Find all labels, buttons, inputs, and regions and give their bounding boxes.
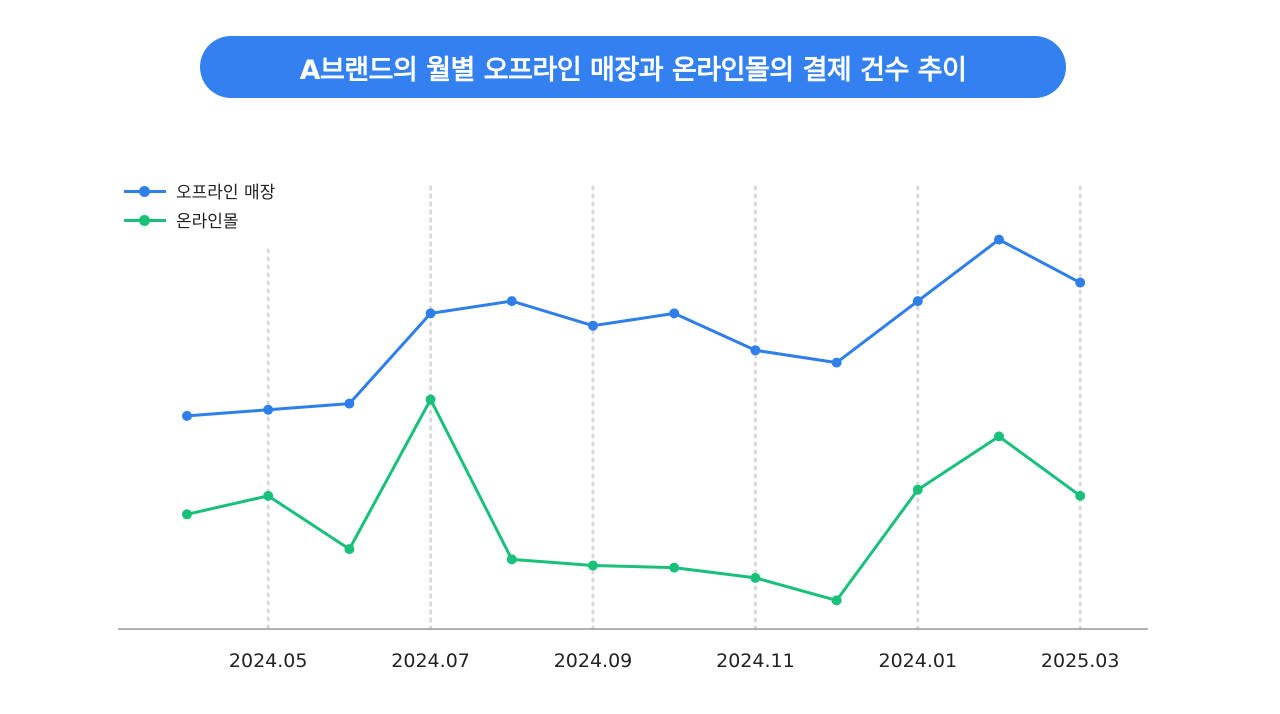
data-point-online[interactable] <box>750 572 761 583</box>
data-point-offline[interactable] <box>1075 277 1086 288</box>
x-tick-label: 2024.07 <box>391 650 470 672</box>
data-point-offline[interactable] <box>669 308 680 319</box>
data-point-offline[interactable] <box>994 234 1004 245</box>
data-point-offline[interactable] <box>912 296 923 307</box>
series-offline <box>182 234 1086 421</box>
data-point-online[interactable] <box>506 554 517 565</box>
data-point-offline[interactable] <box>588 320 598 331</box>
legend-swatch-offline <box>124 184 166 198</box>
data-point-online[interactable] <box>263 490 274 501</box>
x-tick-label: 2024.05 <box>229 650 308 672</box>
legend-item-offline[interactable]: 오프라인 매장 <box>124 176 275 205</box>
x-tick-label: 2024.01 <box>879 650 958 672</box>
data-point-offline[interactable] <box>425 308 436 319</box>
series-line-online <box>186 398 1082 602</box>
data-point-online[interactable] <box>588 560 598 571</box>
data-point-online[interactable] <box>912 484 923 495</box>
legend-label-offline: 오프라인 매장 <box>176 183 276 203</box>
series-line-offline <box>186 238 1081 418</box>
data-point-online[interactable] <box>1075 490 1086 501</box>
legend: 오프라인 매장 온라인몰 <box>124 176 275 234</box>
series-lines <box>182 234 1086 606</box>
data-point-online[interactable] <box>669 562 680 573</box>
data-point-offline[interactable] <box>182 410 192 421</box>
series-online <box>182 394 1086 606</box>
grid-lines <box>266 185 1082 631</box>
x-tick-label: 2024.11 <box>716 650 795 672</box>
data-point-offline[interactable] <box>750 345 761 356</box>
legend-label-online: 온라인몰 <box>176 212 239 232</box>
x-tick-labels: 2024.05 2024.07 2024.09 2024.11 2024.01 2025.… <box>229 650 1120 672</box>
data-point-online[interactable] <box>425 394 436 405</box>
legend-item-online[interactable]: 온라인몰 <box>124 205 275 234</box>
data-point-online[interactable] <box>831 595 842 606</box>
chart-title: A브랜드의 월별 오프라인 매장과 온라인몰의 결제 건수 추이 <box>200 36 1066 98</box>
data-point-online[interactable] <box>344 544 355 555</box>
data-point-offline[interactable] <box>506 296 517 307</box>
legend-swatch-online <box>124 213 166 227</box>
data-point-offline[interactable] <box>831 357 842 368</box>
x-tick-label: 2025.03 <box>1041 650 1120 672</box>
data-point-online[interactable] <box>994 431 1004 442</box>
data-point-online[interactable] <box>182 509 192 520</box>
x-tick-label: 2024.09 <box>554 650 633 672</box>
data-point-offline[interactable] <box>263 404 274 415</box>
data-point-offline[interactable] <box>344 398 355 409</box>
